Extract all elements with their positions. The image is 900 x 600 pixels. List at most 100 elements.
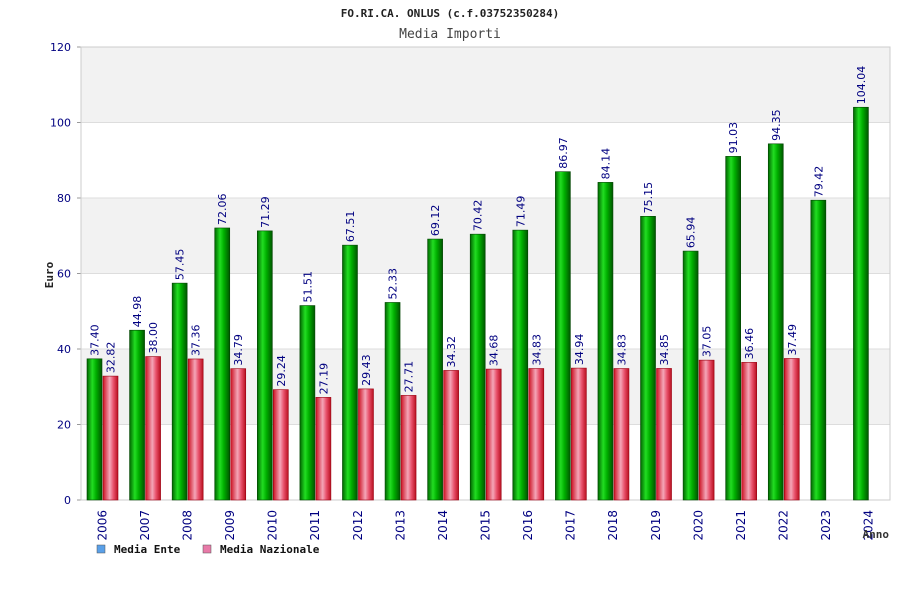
data-label-media-nazionale-2006: 32.82 xyxy=(105,342,118,374)
bar-media-ente-2007 xyxy=(129,329,145,501)
data-label-media-ente-2018: 84.14 xyxy=(599,148,612,180)
bar-media-nazionale-2015 xyxy=(485,368,502,501)
bar-media-nazionale-2019 xyxy=(656,368,672,501)
bar-media-ente-2015 xyxy=(469,233,486,501)
bar-media-nazionale-2013 xyxy=(400,395,417,501)
legend-swatch-media-ente xyxy=(96,544,106,554)
bar-media-ente-2012 xyxy=(342,244,358,501)
bar-media-ente-2014 xyxy=(427,238,443,501)
data-label-media-nazionale-2022: 37.49 xyxy=(786,324,799,356)
data-label-media-ente-2017: 86.97 xyxy=(557,137,570,169)
data-label-media-nazionale-2011: 27.19 xyxy=(317,363,330,395)
x-tick-label-2019: 2019 xyxy=(649,510,663,541)
data-label-media-ente-2019: 75.15 xyxy=(642,182,655,214)
data-label-media-ente-2015: 70.42 xyxy=(472,200,485,232)
data-label-media-nazionale-2021: 36.46 xyxy=(743,328,756,360)
bar-media-ente-2013 xyxy=(384,302,401,501)
bar-media-nazionale-2009 xyxy=(230,368,247,501)
data-label-media-nazionale-2007: 38.00 xyxy=(147,322,160,354)
data-label-media-nazionale-2018: 34.83 xyxy=(615,334,628,366)
bar-media-ente-2017 xyxy=(555,171,571,501)
x-tick-label-2013: 2013 xyxy=(393,510,407,541)
bar-media-nazionale-2006 xyxy=(102,375,119,501)
bar-media-nazionale-2016 xyxy=(528,368,545,501)
x-tick-label-2023: 2023 xyxy=(819,510,833,541)
legend: Media Ente Media Nazionale xyxy=(96,543,320,556)
bar-media-nazionale-2021 xyxy=(741,362,757,501)
bar-media-ente-2023 xyxy=(810,199,827,501)
bar-media-ente-2020 xyxy=(682,250,699,501)
data-label-media-ente-2013: 52.33 xyxy=(387,268,400,300)
data-label-media-nazionale-2013: 27.71 xyxy=(403,361,416,393)
bar-media-ente-2009 xyxy=(214,227,231,501)
data-label-media-ente-2024: 104.04 xyxy=(855,66,868,105)
x-tick-label-2018: 2018 xyxy=(606,510,620,541)
bar-media-nazionale-2010 xyxy=(273,389,289,501)
bar-media-ente-2006 xyxy=(86,358,103,501)
legend-label-media-ente: Media Ente xyxy=(114,543,181,556)
bar-media-nazionale-2008 xyxy=(187,358,204,501)
data-label-media-nazionale-2008: 37.36 xyxy=(190,324,203,356)
bar-media-ente-2022 xyxy=(767,143,784,501)
bar-media-ente-2010 xyxy=(257,230,273,501)
bar-media-nazionale-2018 xyxy=(613,368,630,501)
x-tick-label-2006: 2006 xyxy=(95,510,109,541)
chart-subtitle: Media Importi xyxy=(399,27,501,42)
data-label-media-nazionale-2009: 34.79 xyxy=(232,334,245,366)
bar-media-ente-2024 xyxy=(853,106,869,501)
y-tick-label: 120 xyxy=(50,41,71,54)
data-label-media-nazionale-2017: 34.94 xyxy=(573,334,586,366)
x-tick-label-2008: 2008 xyxy=(180,510,194,541)
data-label-media-ente-2014: 69.12 xyxy=(429,205,442,237)
bar-media-nazionale-2017 xyxy=(571,367,587,501)
data-label-media-ente-2007: 44.98 xyxy=(131,296,144,328)
data-label-media-ente-2016: 71.49 xyxy=(514,196,527,228)
bar-media-nazionale-2020 xyxy=(698,359,715,501)
data-label-media-nazionale-2016: 34.83 xyxy=(530,334,543,366)
y-tick-label: 20 xyxy=(57,419,71,432)
data-label-media-ente-2010: 71.29 xyxy=(259,196,272,228)
bar-media-ente-2016 xyxy=(512,229,529,501)
bar-media-ente-2019 xyxy=(640,216,656,501)
data-label-media-nazionale-2019: 34.85 xyxy=(658,334,671,366)
data-label-media-ente-2023: 79.42 xyxy=(812,166,825,198)
y-tick-label: 100 xyxy=(50,117,71,130)
bar-media-ente-2008 xyxy=(171,282,188,501)
x-tick-label-2020: 2020 xyxy=(691,510,705,541)
data-label-media-ente-2012: 67.51 xyxy=(344,211,357,243)
bar-media-ente-2018 xyxy=(597,182,614,501)
data-label-media-ente-2021: 91.03 xyxy=(727,122,740,154)
x-tick-label-2010: 2010 xyxy=(266,510,280,541)
data-label-media-nazionale-2010: 29.24 xyxy=(275,355,288,387)
data-label-media-ente-2020: 65.94 xyxy=(685,217,698,249)
plot-band xyxy=(81,122,890,198)
bar-media-nazionale-2014 xyxy=(443,370,459,501)
data-label-media-nazionale-2014: 34.32 xyxy=(445,336,458,368)
x-tick-label-2011: 2011 xyxy=(308,510,322,541)
x-tick-label-2016: 2016 xyxy=(521,510,535,541)
data-label-media-ente-2006: 37.40 xyxy=(89,324,102,356)
chart-title: FO.RI.CA. ONLUS (c.f.03752350284) xyxy=(341,7,560,20)
bar-media-nazionale-2007 xyxy=(145,356,161,501)
data-label-media-nazionale-2020: 37.05 xyxy=(701,326,714,358)
y-tick-label: 80 xyxy=(57,192,71,205)
legend-swatch-media-nazionale xyxy=(202,544,212,554)
x-tick-label-2015: 2015 xyxy=(479,510,493,541)
x-tick-label-2009: 2009 xyxy=(223,510,237,541)
x-tick-label-2021: 2021 xyxy=(734,510,748,541)
bar-media-ente-2021 xyxy=(725,156,741,501)
bar-media-nazionale-2022 xyxy=(783,358,800,501)
data-label-media-nazionale-2012: 29.43 xyxy=(360,354,373,386)
y-tick-label: 60 xyxy=(57,268,71,281)
data-label-media-ente-2022: 94.35 xyxy=(770,109,783,141)
data-label-media-ente-2008: 57.45 xyxy=(174,249,187,281)
x-tick-label-2014: 2014 xyxy=(436,510,450,541)
y-tick-label: 40 xyxy=(57,343,71,356)
data-label-media-nazionale-2015: 34.68 xyxy=(488,335,501,367)
data-label-media-ente-2011: 51.51 xyxy=(301,271,314,303)
y-axis-label: Euro xyxy=(43,261,56,288)
x-tick-label-2017: 2017 xyxy=(564,510,578,541)
x-tick-label-2012: 2012 xyxy=(351,510,365,541)
